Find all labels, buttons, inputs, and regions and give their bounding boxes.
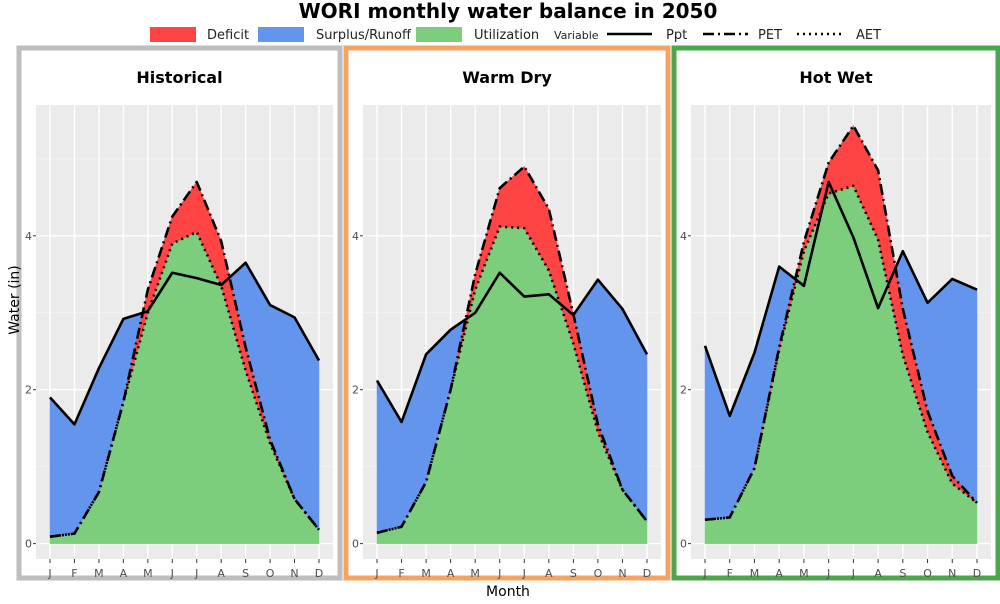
- panel-title: Historical: [136, 68, 222, 87]
- x-tick-label: J: [702, 567, 706, 580]
- chart-title: WORI monthly water balance in 2050: [299, 0, 718, 23]
- x-tick-label: N: [290, 567, 298, 580]
- y-tick-label: 2: [352, 384, 359, 397]
- legend-item-ppt: Ppt: [607, 28, 687, 43]
- area-fills: [49, 181, 320, 544]
- panel-historical: Historical 0 2 4 J F M A M J J A S O N D: [16, 45, 343, 581]
- x-tick-label: J: [826, 567, 830, 580]
- y-tick-label: 4: [352, 230, 359, 243]
- x-tick-label: J: [170, 567, 174, 580]
- x-tick-label: F: [71, 567, 77, 580]
- x-tick-label: O: [923, 567, 932, 580]
- legend-swatch: [258, 27, 304, 42]
- x-tick-label: N: [948, 567, 956, 580]
- y-axis: 0 2 4: [680, 230, 691, 551]
- series-lines: [703, 124, 978, 522]
- series-lines: [49, 180, 321, 538]
- x-tick-label: D: [973, 567, 981, 580]
- x-tick-label: N: [618, 567, 626, 580]
- y-axis-label: Water (in): [7, 265, 23, 335]
- x-tick-label: J: [522, 567, 526, 580]
- panel-title: Warm Dry: [462, 68, 552, 87]
- x-tick-label: M: [143, 567, 153, 580]
- x-tick-label: F: [727, 567, 733, 580]
- y-tick-label: 2: [680, 384, 687, 397]
- panel-warm-dry: Warm Dry 0 2 4 J F M A M J J A S O N D: [343, 45, 671, 581]
- series-line-aet: [704, 184, 978, 522]
- x-tick-label: M: [750, 567, 760, 580]
- x-tick-label: J: [851, 567, 855, 580]
- x-tick-label: A: [874, 567, 882, 580]
- series-line-pet: [704, 124, 978, 522]
- y-tick-label: 2: [25, 384, 32, 397]
- x-tick-label: M: [94, 567, 104, 580]
- legend-label: AET: [856, 28, 881, 43]
- y-tick-label: 0: [25, 538, 32, 551]
- area-fills: [704, 124, 978, 544]
- x-tick-label: M: [421, 567, 431, 580]
- legend-swatch: [150, 27, 196, 42]
- x-axis-label: Month: [486, 584, 530, 600]
- legend-item-deficit: Deficit: [150, 27, 249, 43]
- x-tick-label: S: [242, 567, 249, 580]
- series-line-ppt: [49, 261, 321, 426]
- y-tick-label: 4: [680, 230, 687, 243]
- y-axis: 0 2 4: [25, 230, 36, 551]
- x-tick-label: O: [266, 567, 275, 580]
- x-tick-label: S: [899, 567, 906, 580]
- x-tick-label: J: [47, 567, 51, 580]
- legend-item-aet: AET: [797, 28, 881, 43]
- legend-label: Surplus/Runoff: [316, 28, 412, 43]
- y-axis: 0 2 4: [352, 230, 363, 551]
- legend-label: Ppt: [666, 28, 687, 43]
- panels: Historical 0 2 4 J F M A M J J A S O N D Warm Dry 0 2 4 J F M A…: [16, 45, 1000, 581]
- series-line-ppt: [703, 180, 978, 418]
- series-line-pet: [49, 180, 321, 538]
- x-tick-label: J: [497, 567, 501, 580]
- legend-variable-title: Variable: [554, 29, 599, 42]
- surplus-area: [951, 278, 978, 504]
- x-tick-label: D: [643, 567, 651, 580]
- legend-item-surplus-runoff: Surplus/Runoff: [258, 27, 412, 43]
- x-tick-label: A: [120, 567, 128, 580]
- series-line-ppt: [375, 271, 649, 424]
- series-lines: [375, 165, 649, 535]
- x-tick-label: D: [315, 567, 323, 580]
- x-tick-label: F: [398, 567, 404, 580]
- panel-hot-wet: Hot Wet 0 2 4 J F M A M J J A S O N D: [671, 45, 1000, 581]
- x-tick-label: M: [470, 567, 480, 580]
- x-tick-label: J: [374, 567, 378, 580]
- x-tick-label: A: [545, 567, 553, 580]
- x-tick-label: A: [447, 567, 455, 580]
- legend: Deficit Surplus/Runoff Utilization Variable…: [150, 27, 881, 43]
- x-tick-label: A: [217, 567, 225, 580]
- legend-label: Utilization: [474, 28, 539, 43]
- legend-item-pet: PET: [703, 28, 782, 43]
- y-tick-label: 0: [680, 538, 687, 551]
- x-tick-label: A: [775, 567, 783, 580]
- panel-title: Hot Wet: [799, 68, 873, 87]
- legend-swatch: [416, 27, 462, 42]
- x-tick-label: S: [570, 567, 577, 580]
- y-tick-label: 0: [352, 538, 359, 551]
- x-tick-label: J: [194, 567, 198, 580]
- x-tick-label: O: [594, 567, 603, 580]
- y-tick-label: 4: [25, 230, 32, 243]
- legend-label: Deficit: [207, 28, 249, 43]
- legend-item-utilization: Utilization: [416, 27, 539, 43]
- legend-label: PET: [758, 28, 782, 43]
- x-tick-label: M: [799, 567, 809, 580]
- series-line-aet: [376, 225, 649, 535]
